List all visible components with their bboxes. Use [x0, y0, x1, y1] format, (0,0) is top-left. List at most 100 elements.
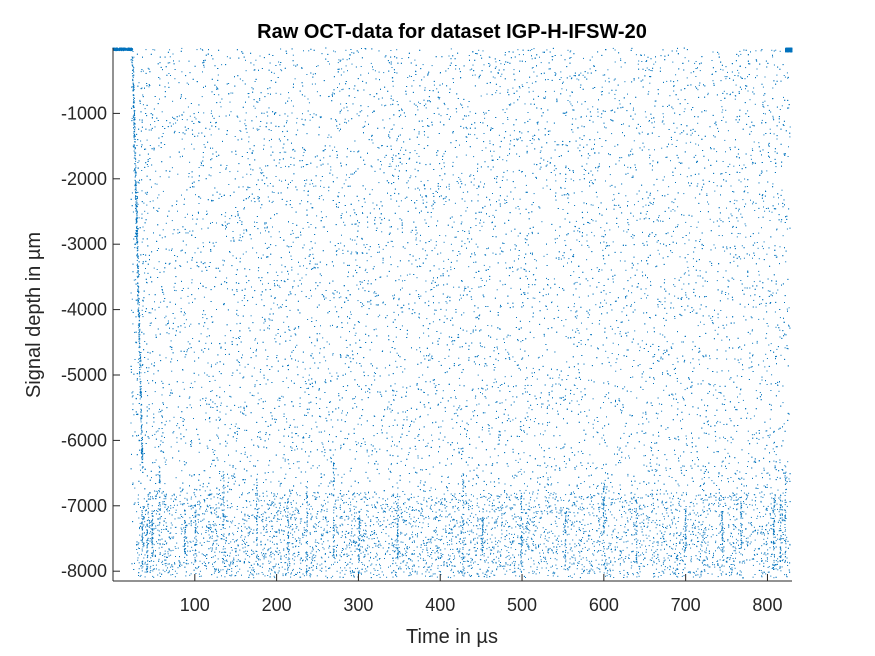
noise-point [162, 190, 164, 192]
noise-point [481, 225, 483, 227]
noise-point [611, 133, 613, 135]
noise-point [498, 134, 500, 136]
noise-point [466, 436, 467, 438]
noise-point [719, 522, 721, 524]
noise-point [547, 465, 549, 467]
noise-point [270, 481, 272, 483]
noise-point [153, 532, 155, 534]
noise-point [200, 333, 202, 335]
noise-point [202, 218, 204, 220]
noise-point [364, 201, 366, 203]
noise-point [384, 105, 386, 107]
noise-point [654, 121, 655, 123]
noise-point [392, 246, 394, 248]
noise-point [293, 148, 295, 150]
noise-point [789, 136, 791, 138]
noise-point [476, 188, 478, 189]
noise-point [319, 333, 321, 335]
noise-point [555, 242, 556, 244]
noise-point [442, 390, 444, 392]
noise-point [364, 246, 366, 248]
noise-point [270, 146, 272, 148]
noise-point [702, 285, 704, 287]
noise-point [606, 416, 607, 418]
noise-point [576, 388, 578, 389]
noise-point [776, 138, 778, 140]
noise-point [484, 117, 486, 119]
noise-point [277, 399, 279, 401]
noise-point [502, 123, 504, 125]
noise-point [231, 375, 233, 376]
noise-point [268, 464, 270, 466]
noise-point [398, 279, 400, 281]
noise-point [771, 211, 773, 213]
noise-point [786, 228, 788, 230]
noise-point [744, 190, 746, 192]
noise-point [683, 193, 685, 195]
noise-point [481, 280, 483, 281]
noise-point [422, 199, 424, 201]
noise-point [259, 55, 261, 57]
noise-point [656, 549, 658, 551]
noise-point [716, 451, 718, 453]
noise-point [489, 456, 491, 458]
noise-point [747, 461, 749, 463]
noise-point [303, 244, 305, 246]
noise-point [382, 350, 384, 352]
noise-point [758, 274, 760, 276]
noise-point [169, 510, 170, 512]
noise-point [460, 103, 461, 105]
noise-point [643, 444, 645, 446]
noise-point [308, 50, 310, 52]
noise-point [591, 379, 592, 381]
noise-point [218, 115, 220, 117]
noise-point [358, 200, 360, 202]
noise-point [698, 359, 700, 361]
noise-point [355, 251, 357, 253]
noise-point [649, 157, 650, 159]
noise-point [657, 541, 659, 543]
noise-point [655, 266, 657, 268]
noise-point [457, 182, 459, 184]
noise-point [263, 322, 265, 324]
noise-point [211, 537, 213, 539]
noise-point [466, 330, 468, 332]
noise-point [436, 88, 438, 90]
noise-point [167, 320, 169, 322]
noise-point [547, 160, 549, 162]
noise-point [211, 222, 213, 223]
noise-point [250, 200, 252, 202]
noise-point [296, 433, 298, 434]
noise-point [398, 297, 400, 299]
noise-point [187, 287, 189, 289]
noise-point [572, 329, 574, 331]
noise-point [714, 329, 716, 331]
noise-point [461, 221, 463, 223]
noise-point [695, 76, 697, 77]
noise-point [739, 478, 741, 480]
noise-point [697, 122, 699, 124]
noise-point [763, 106, 765, 108]
noise-point [588, 422, 590, 424]
data-point [333, 524, 335, 527]
noise-point [593, 515, 595, 517]
noise-point [347, 518, 349, 520]
noise-point [777, 289, 779, 291]
noise-point [652, 203, 654, 205]
noise-point [722, 116, 724, 118]
noise-point [749, 254, 750, 256]
noise-point [235, 338, 237, 339]
noise-point [425, 280, 427, 282]
noise-point [237, 361, 239, 363]
noise-point [334, 449, 336, 451]
noise-point [563, 500, 565, 501]
noise-point [639, 218, 641, 220]
noise-point [759, 392, 761, 393]
noise-point [249, 501, 251, 503]
noise-point [436, 550, 438, 552]
noise-point [620, 58, 622, 60]
noise-point [225, 167, 227, 169]
noise-point [202, 71, 203, 73]
noise-point [181, 71, 183, 73]
noise-point [262, 254, 264, 256]
